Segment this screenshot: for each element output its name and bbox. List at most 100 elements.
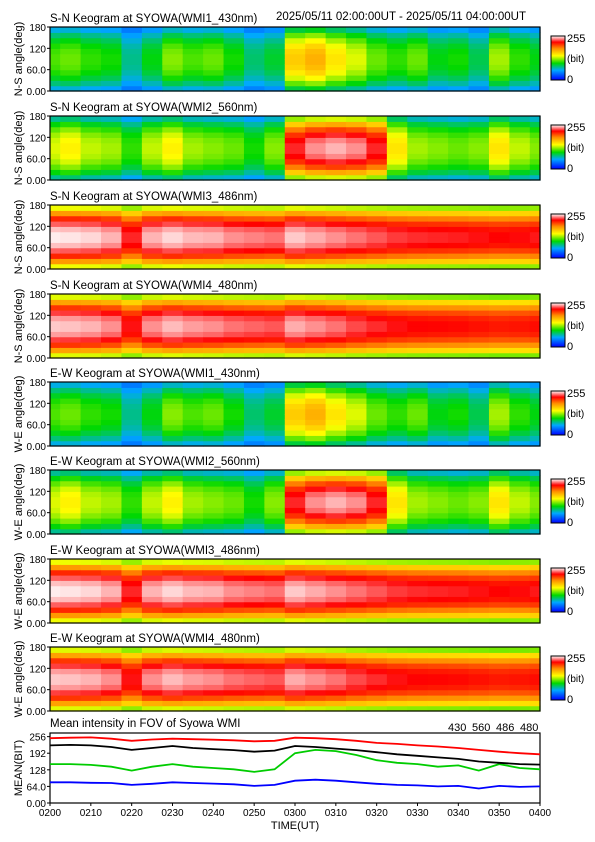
heatmap-cell <box>529 414 541 420</box>
heatmap-cell <box>305 580 327 587</box>
heatmap-cell <box>60 32 82 39</box>
heatmap-cell <box>60 580 82 587</box>
heatmap-cell <box>386 424 408 431</box>
heatmap-cell <box>80 419 102 426</box>
heatmap-cell <box>264 673 286 680</box>
heatmap-cell <box>468 205 490 211</box>
heatmap-cell <box>284 591 306 597</box>
heatmap-cell <box>121 575 143 581</box>
heatmap-cell <box>407 310 429 316</box>
heatmap-cell <box>427 137 449 144</box>
heatmap-cell <box>223 69 245 76</box>
heatmap-cell <box>121 221 143 227</box>
heatmap-cell <box>80 253 102 259</box>
heatmap-cell <box>386 414 408 420</box>
y-tick-label: 0.00 <box>27 442 47 453</box>
heatmap-cell <box>50 32 61 39</box>
heatmap-cell <box>60 679 82 685</box>
heatmap-cell <box>529 475 541 482</box>
heatmap-cell <box>182 294 204 300</box>
heatmap-cell <box>264 48 286 55</box>
heatmap-cell <box>223 647 245 653</box>
heatmap-cell <box>162 205 184 211</box>
heatmap-cell <box>80 424 102 431</box>
panel-title: E-W Keogram at SYOWA(WMI1_430nm) <box>50 368 260 380</box>
heatmap-cell <box>101 419 123 426</box>
heatmap-cell <box>305 440 327 447</box>
heatmap-cell <box>203 242 225 249</box>
heatmap-cell <box>386 116 408 122</box>
heatmap-cell <box>305 310 327 316</box>
heatmap-cell <box>284 435 306 442</box>
heatmap-cell <box>509 263 531 270</box>
heatmap-cell <box>60 673 82 680</box>
heatmap-cell <box>101 528 123 535</box>
heatmap-cell <box>284 424 306 431</box>
heatmap-cell <box>407 591 429 597</box>
heatmap-cell <box>284 169 306 176</box>
heatmap-cell <box>121 523 143 530</box>
heatmap-cell <box>529 398 541 404</box>
heatmap-cell <box>427 502 449 508</box>
heatmap-cell <box>50 347 61 354</box>
heatmap-cell <box>468 352 490 359</box>
heatmap-cell <box>141 387 163 394</box>
heatmap-cell <box>366 668 388 675</box>
heatmap-cell <box>141 48 163 55</box>
heatmap-cell <box>346 559 368 565</box>
heatmap-cell <box>80 470 102 476</box>
heatmap-cell <box>366 663 388 669</box>
heatmap-cell <box>80 221 102 227</box>
heatmap-cell <box>529 435 541 442</box>
heatmap-cell <box>121 496 143 503</box>
heatmap-cell <box>243 253 265 259</box>
heatmap-cell <box>305 617 327 624</box>
heatmap-cell <box>427 326 449 332</box>
heatmap-cell <box>448 85 470 92</box>
heatmap-cell <box>386 403 408 410</box>
heatmap-cell <box>223 382 245 388</box>
heatmap-cell <box>468 684 490 691</box>
heatmap-cell <box>203 331 225 338</box>
heatmap-cell <box>284 53 306 60</box>
heatmap-cell <box>509 491 531 498</box>
heatmap-cell <box>407 299 429 306</box>
heatmap-cell <box>366 174 388 181</box>
heatmap-cell <box>121 85 143 92</box>
heatmap-cell <box>243 419 265 426</box>
heatmap-cell <box>264 121 286 128</box>
colorbar-unit-label: (bit) <box>567 497 584 508</box>
heatmap-cell <box>162 700 184 707</box>
heatmap-cell <box>386 169 408 176</box>
heatmap-cell <box>448 491 470 498</box>
heatmap-cell <box>509 336 531 343</box>
heatmap-cell <box>162 502 184 508</box>
heatmap-cell <box>427 470 449 476</box>
heatmap-cell <box>346 253 368 259</box>
heatmap-cell <box>427 424 449 431</box>
heatmap-cell <box>50 591 61 597</box>
heatmap-cell <box>366 242 388 249</box>
heatmap-cell <box>182 559 204 565</box>
heatmap-cell <box>80 607 102 613</box>
heatmap-cell <box>203 43 225 49</box>
heatmap-cell <box>264 299 286 306</box>
heatmap-cell <box>468 518 490 524</box>
heatmap-cell <box>60 142 82 149</box>
heatmap-cell <box>203 75 225 81</box>
keogram-panel-sn4: S-N Keogram at SYOWA(WMI4_480nm)18012060… <box>13 280 585 365</box>
heatmap-cell <box>121 75 143 81</box>
colorbar-min-label: 0 <box>567 74 573 86</box>
heatmap-cell <box>50 153 61 160</box>
heatmap-cell <box>488 37 510 44</box>
heatmap-cell <box>223 585 245 592</box>
heatmap-cell <box>243 435 265 442</box>
heatmap-cell <box>101 142 123 149</box>
heatmap-cell <box>509 652 531 659</box>
heatmap-cell <box>141 315 163 322</box>
heatmap-cell <box>509 304 531 311</box>
heatmap-cell <box>243 607 265 613</box>
heatmap-cell <box>529 528 541 535</box>
heatmap-cell <box>386 174 408 181</box>
heatmap-cell <box>182 121 204 128</box>
